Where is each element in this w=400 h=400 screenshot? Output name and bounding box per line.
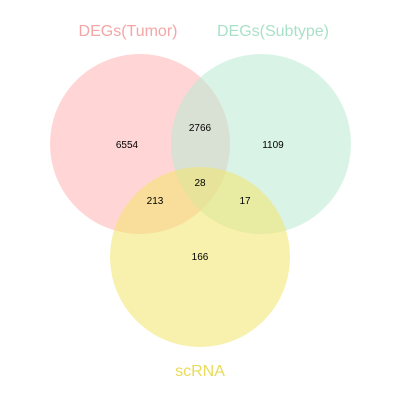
count-subtype-only: 1109 [262, 140, 284, 151]
count-subtype-scrna: 17 [239, 196, 251, 207]
count-all-three: 28 [194, 178, 206, 189]
count-tumor-only: 6554 [116, 140, 139, 151]
set-label-degs-tumor: DEGs(Tumor) [79, 23, 178, 40]
set-label-scrna: scRNA [175, 363, 225, 380]
count-tumor-subtype: 2766 [189, 123, 212, 134]
set-label-degs-subtype: DEGs(Subtype) [217, 23, 329, 40]
count-scrna-only: 166 [192, 252, 209, 263]
count-tumor-scrna: 213 [147, 196, 164, 207]
circle-scrna [110, 167, 290, 347]
